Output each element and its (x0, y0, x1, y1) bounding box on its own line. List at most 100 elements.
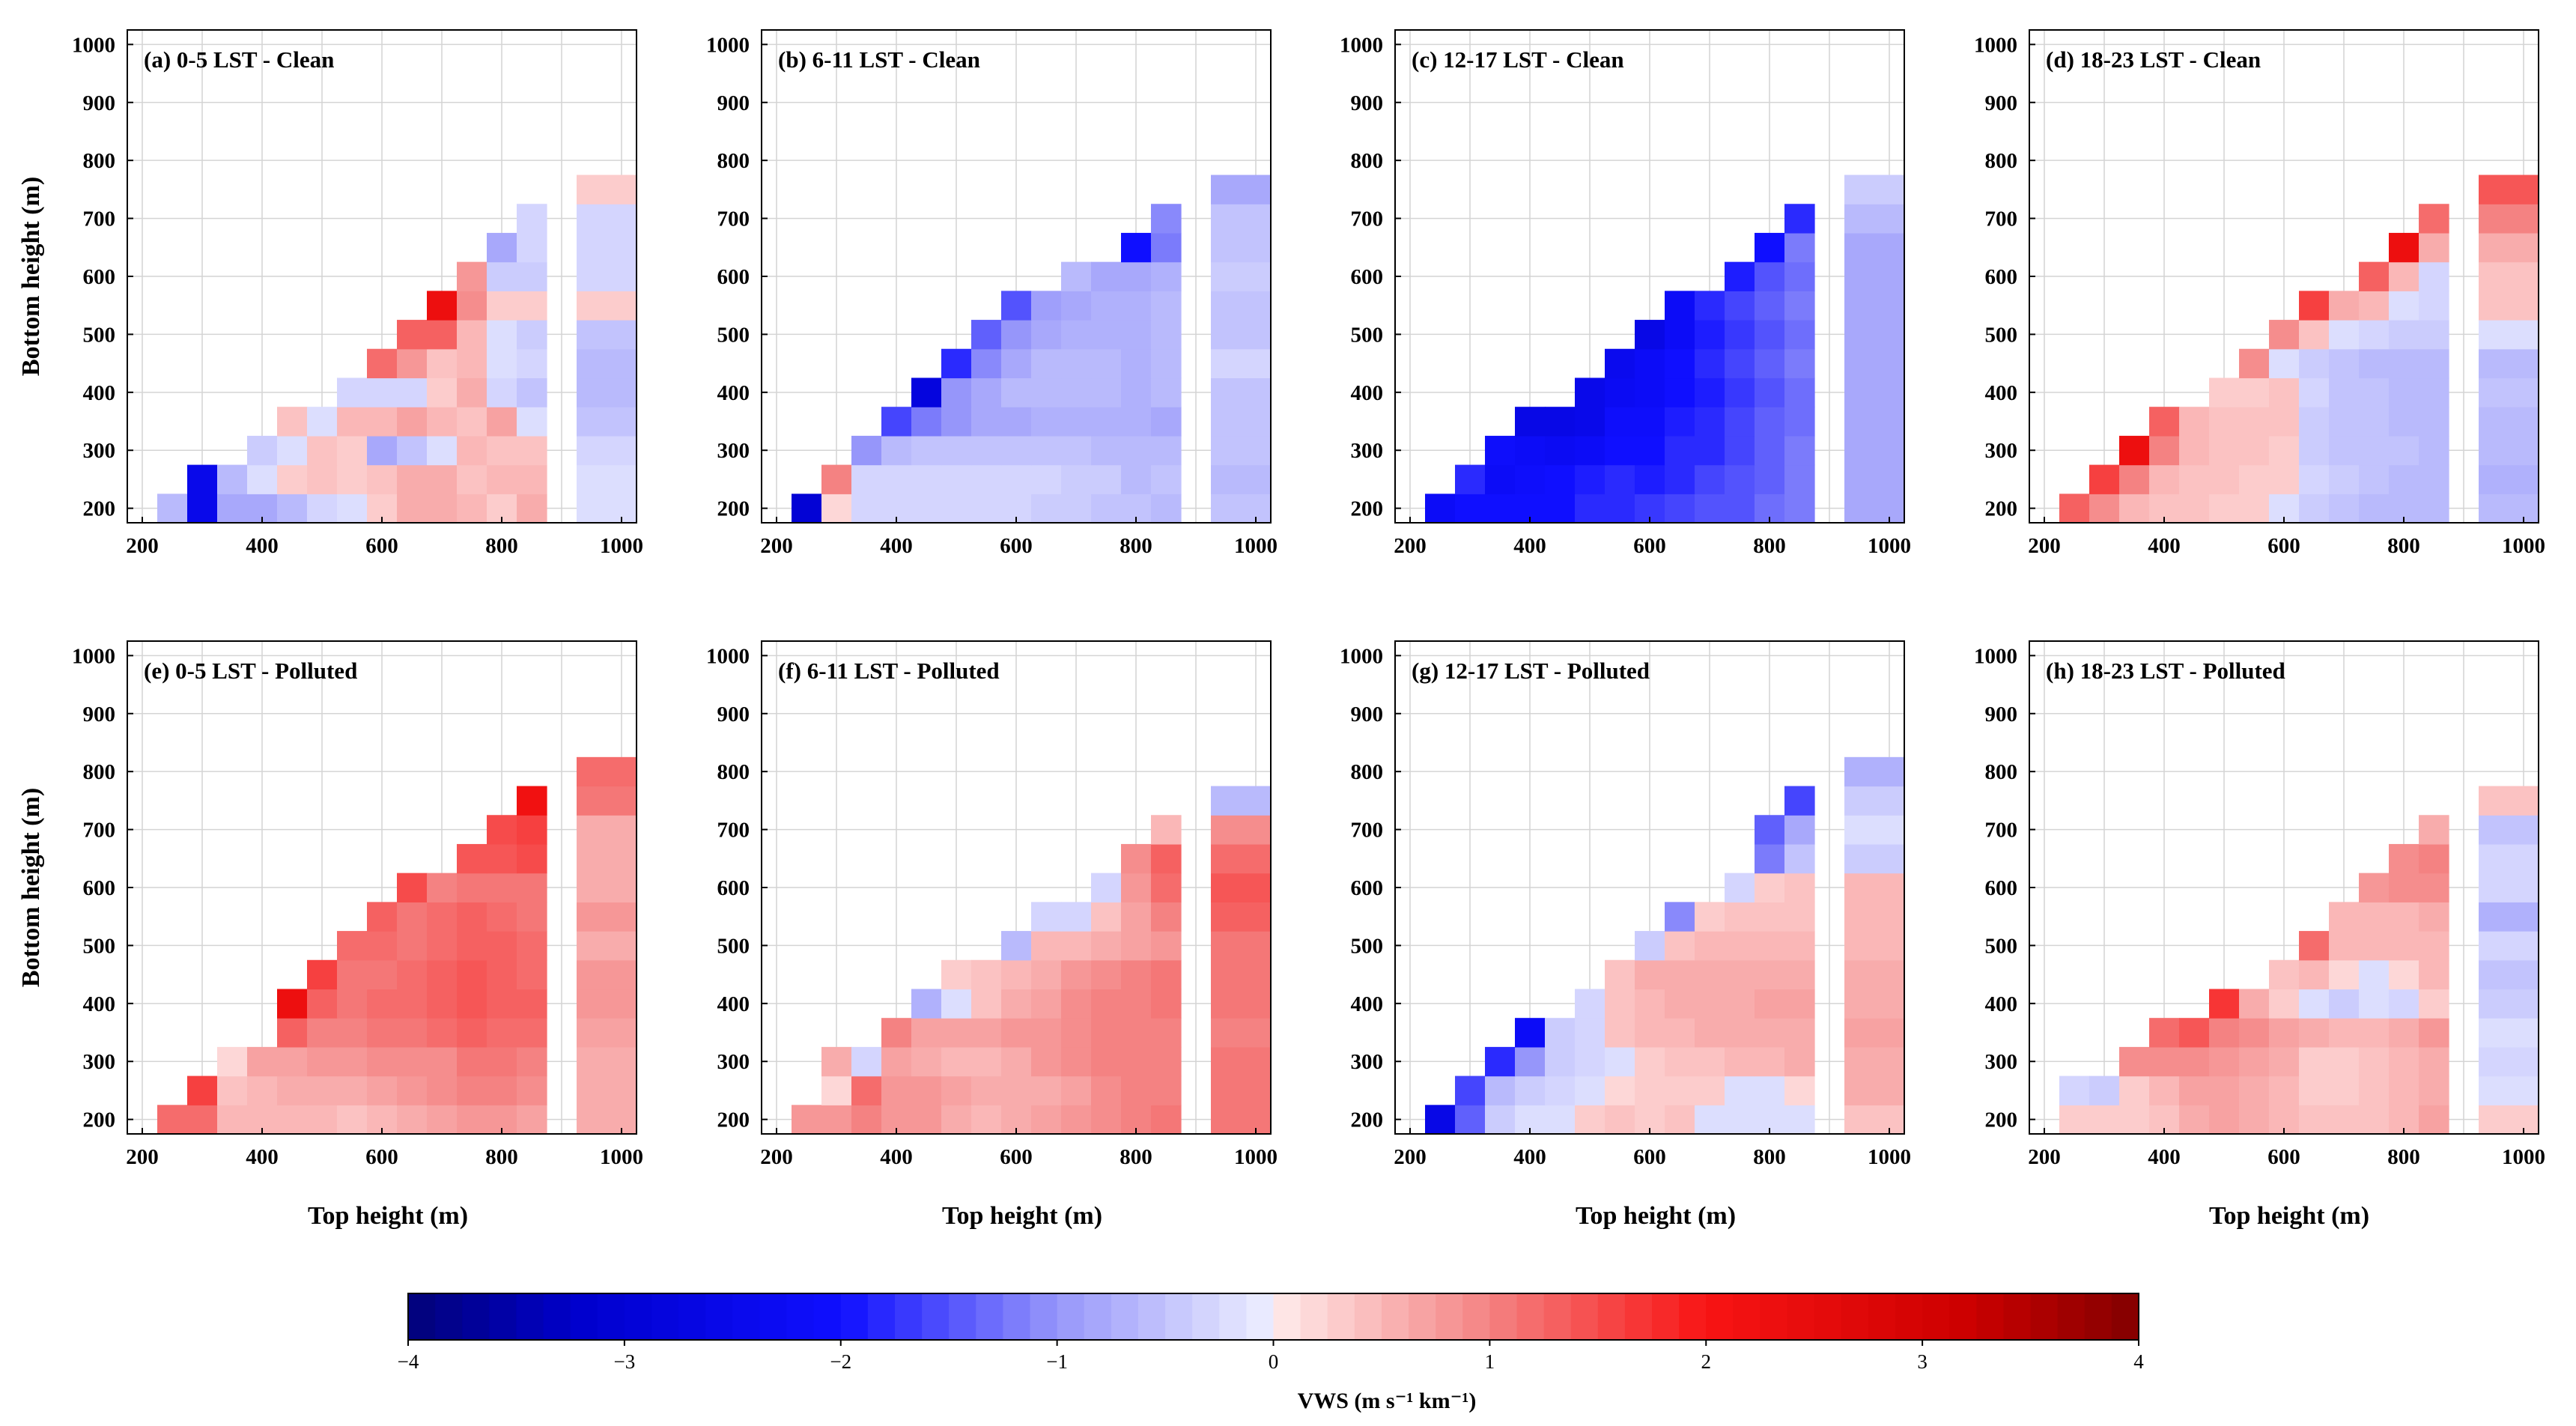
heatmap-cell (1784, 815, 1815, 845)
heatmap-cell (577, 377, 637, 407)
heatmap-cell (1091, 261, 1122, 291)
heatmap-cell (1091, 291, 1122, 321)
y-tick-label: 400 (1985, 992, 2018, 1016)
heatmap-cell (1784, 407, 1815, 437)
heatmap-cell (911, 1046, 942, 1077)
heatmap-cell (217, 464, 248, 494)
y-tick-label: 600 (717, 265, 750, 289)
heatmap-cell (1784, 435, 1815, 466)
x-tick-label: 800 (1120, 1145, 1152, 1169)
heatmap-cell (577, 348, 637, 379)
panels: 200 400 600 800 1000 200 300 400 500 600 700 800 900… (72, 29, 2545, 1169)
heatmap-cell (851, 1105, 882, 1135)
heatmap-cell (1091, 931, 1122, 961)
heatmap-cell (1844, 464, 1905, 494)
heatmap-cell (2359, 464, 2390, 494)
heatmap-cell (1784, 786, 1815, 816)
colorbar-tick-label: 0 (1269, 1350, 1279, 1373)
heatmap-cell (2389, 959, 2419, 990)
heatmap-cell (1755, 1075, 1785, 1105)
heatmap-cell (1695, 902, 1725, 932)
heatmap-cell (1151, 1105, 1182, 1135)
heatmap-cell (1091, 873, 1122, 902)
heatmap-cell (2329, 989, 2360, 1019)
heatmap-cell (457, 1075, 487, 1105)
heatmap-cell (1755, 815, 1785, 845)
heatmap-cell (487, 1018, 517, 1048)
heatmap-cell (2209, 494, 2240, 524)
heatmap-cell (1151, 320, 1182, 350)
heatmap-cell (2299, 989, 2330, 1019)
heatmap-cell (517, 407, 547, 437)
heatmap-cell (971, 320, 1002, 350)
heatmap-cell (2329, 1018, 2360, 1048)
heatmap-cell (941, 464, 972, 494)
heatmap-cell (307, 959, 338, 990)
heatmap-cell (2419, 320, 2449, 350)
heatmap-cell (1695, 348, 1725, 379)
heatmap-cell (457, 464, 487, 494)
heatmap-cell (2479, 232, 2539, 263)
heatmap-cell (2419, 1018, 2449, 1048)
heatmap-cell (1031, 291, 1062, 321)
colorbar-segment (1949, 1293, 1978, 1340)
heatmap-cell (247, 435, 278, 466)
heatmap-cell (2479, 989, 2539, 1019)
heatmap-cell (1844, 843, 1905, 874)
y-tick-label: 1000 (706, 644, 750, 668)
heatmap-cell (2389, 989, 2419, 1019)
heatmap-cell (941, 989, 972, 1019)
y-tick-label: 500 (1985, 323, 2018, 347)
heatmap-cell (337, 435, 368, 466)
colorbar-tick-label: 2 (1701, 1350, 1712, 1373)
heatmap-cell (821, 494, 852, 524)
heatmap-cell (1784, 291, 1815, 321)
heatmap-cell (1121, 902, 1152, 932)
y-tick-label: 900 (83, 703, 116, 726)
heatmap-cell (941, 377, 972, 407)
heatmap-cell (1211, 786, 1272, 816)
heatmap-cell (1151, 1046, 1182, 1077)
heatmap-cell (1844, 902, 1905, 932)
colorbar-segment (786, 1293, 815, 1340)
x-tick-label: 400 (1513, 1145, 1546, 1169)
y-tick-label: 800 (83, 760, 116, 784)
heatmap-cell (2389, 232, 2419, 263)
heatmap-cell (1725, 407, 1755, 437)
y-tick-label: 300 (1985, 1050, 2018, 1074)
heatmap-cell (1211, 1018, 1272, 1048)
heatmap-cell (1061, 959, 1092, 990)
heatmap-cell (577, 989, 637, 1019)
heatmap-cell (2239, 1046, 2270, 1077)
heatmap-cell (1091, 377, 1122, 407)
heatmap-cell (1605, 1105, 1635, 1135)
heatmap-cell (2089, 1105, 2120, 1135)
heatmap-cell (1121, 261, 1152, 291)
heatmap-cell (1001, 1018, 1032, 1048)
heatmap-cell (1755, 407, 1785, 437)
heatmap-cell (517, 873, 547, 902)
heatmap-cell (337, 377, 368, 407)
y-tick-label: 500 (1351, 934, 1384, 958)
heatmap-cell (1485, 464, 1516, 494)
heatmap-cell (2269, 377, 2300, 407)
y-tick-label: 200 (1985, 1108, 2018, 1132)
heatmap-cell (1605, 989, 1635, 1019)
heatmap-cell (2479, 1018, 2539, 1048)
heatmap-cell (337, 407, 368, 437)
heatmap-cell (2329, 902, 2360, 932)
x-tick-label: 800 (485, 534, 518, 558)
heatmap-cell (487, 1075, 517, 1105)
heatmap-cell (2479, 959, 2539, 990)
colorbar-segment (1165, 1293, 1193, 1340)
colorbar-segment (462, 1293, 490, 1340)
heatmap-cell (2239, 1075, 2270, 1105)
heatmap-cell (427, 931, 458, 961)
heatmap-cell (2149, 464, 2180, 494)
heatmap-cell (1755, 1046, 1785, 1077)
heatmap-cell (1031, 320, 1062, 350)
heatmap-cell (577, 873, 637, 902)
heatmap-cell (427, 348, 458, 379)
heatmap-cell (1844, 815, 1905, 845)
heatmap-cell (1665, 989, 1695, 1019)
